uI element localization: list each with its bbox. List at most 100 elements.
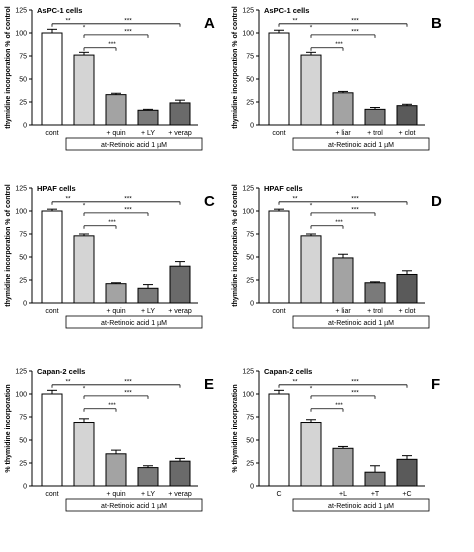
panel-title: AsPC-1 cells bbox=[37, 6, 82, 15]
x-tick-label: C bbox=[276, 491, 281, 498]
bar bbox=[105, 283, 127, 304]
sig-label: *** bbox=[108, 41, 116, 48]
x-tick-label: cont bbox=[272, 130, 285, 137]
panel-title: HPAF cells bbox=[37, 184, 76, 193]
bar bbox=[137, 109, 159, 126]
x-tick-label: + quin bbox=[106, 308, 125, 315]
x-tick-label: + LY bbox=[141, 308, 155, 315]
y-axis-label: % thymidine incorporation bbox=[5, 384, 12, 472]
y-tick-label: 75 bbox=[246, 232, 254, 239]
bar bbox=[73, 235, 95, 304]
treatment-label: at-Retinoic acid 1 µM bbox=[328, 503, 394, 510]
sig-label: ** bbox=[65, 17, 71, 24]
y-tick-label: 50 bbox=[19, 255, 27, 262]
x-tick-label: + LY bbox=[141, 130, 155, 137]
y-tick-label: 25 bbox=[19, 100, 27, 107]
panel-title: Capan-2 cells bbox=[264, 367, 312, 376]
panel-f: 0 25 50 75 100 125 % thymidine incorporation Ca… bbox=[232, 367, 440, 512]
bar bbox=[396, 105, 418, 126]
y-tick-label: 50 bbox=[19, 438, 27, 445]
bar bbox=[268, 210, 290, 304]
bar bbox=[364, 282, 386, 304]
bar bbox=[332, 92, 354, 126]
bar bbox=[169, 102, 191, 126]
y-axis-label: thymidine incorporation % of control bbox=[5, 6, 12, 129]
sig-label: *** bbox=[124, 28, 132, 35]
bar bbox=[300, 422, 322, 487]
sig-label: * bbox=[310, 385, 313, 392]
x-tick-label: + clot bbox=[399, 308, 416, 315]
panel-letter: C bbox=[204, 193, 215, 210]
x-tick-label: + trol bbox=[367, 130, 383, 137]
y-tick-label: 50 bbox=[246, 438, 254, 445]
x-tick-label: + quin bbox=[106, 491, 125, 498]
bar bbox=[396, 273, 418, 304]
panel-title: AsPC-1 cells bbox=[264, 6, 309, 15]
x-tick-label: + quin bbox=[106, 130, 125, 137]
sig-label: *** bbox=[335, 219, 343, 226]
y-tick-label: 50 bbox=[19, 77, 27, 84]
bar bbox=[41, 32, 63, 126]
y-tick-label: 25 bbox=[19, 461, 27, 468]
y-tick-label: 125 bbox=[15, 186, 27, 193]
x-tick-label: + verap bbox=[168, 491, 192, 498]
x-tick-label: cont bbox=[45, 491, 58, 498]
x-tick-label: cont bbox=[45, 308, 58, 315]
y-tick-label: 0 bbox=[250, 484, 254, 491]
treatment-box bbox=[292, 137, 430, 151]
panel-letter: A bbox=[204, 15, 215, 32]
bar bbox=[364, 108, 386, 126]
sig-label: ** bbox=[292, 378, 298, 385]
bar bbox=[300, 54, 322, 126]
y-axis-label: thymidine incorporation % of control bbox=[232, 184, 239, 307]
sig-label: *** bbox=[124, 378, 132, 385]
treatment-label: at-Retinoic acid 1 µM bbox=[101, 142, 167, 149]
y-tick-label: 75 bbox=[246, 54, 254, 61]
y-tick-label: 100 bbox=[15, 31, 27, 38]
x-tick-label: cont bbox=[272, 308, 285, 315]
y-tick-label: 100 bbox=[15, 392, 27, 399]
x-tick-label: +C bbox=[402, 491, 411, 498]
x-tick-label: + verap bbox=[168, 308, 192, 315]
y-axis-label: thymidine incorporation % of control bbox=[232, 6, 239, 129]
bar bbox=[169, 460, 191, 487]
bar bbox=[396, 458, 418, 487]
sig-label: * bbox=[310, 202, 313, 209]
bar bbox=[364, 471, 386, 487]
y-tick-label: 125 bbox=[15, 8, 27, 15]
x-tick-label: + LY bbox=[141, 491, 155, 498]
y-tick-label: 125 bbox=[242, 8, 254, 15]
y-tick-label: 50 bbox=[246, 77, 254, 84]
y-tick-label: 75 bbox=[19, 232, 27, 239]
treatment-box bbox=[65, 315, 203, 329]
sig-label: * bbox=[83, 24, 86, 31]
panel-title: HPAF cells bbox=[264, 184, 303, 193]
x-tick-label: + verap bbox=[168, 130, 192, 137]
sig-label: *** bbox=[351, 28, 359, 35]
y-tick-label: 25 bbox=[246, 461, 254, 468]
sig-label: ** bbox=[65, 378, 71, 385]
bar bbox=[41, 210, 63, 304]
y-tick-label: 0 bbox=[250, 123, 254, 130]
treatment-label: at-Retinoic acid 1 µM bbox=[101, 320, 167, 327]
sig-label: ** bbox=[292, 17, 298, 24]
y-tick-label: 100 bbox=[242, 209, 254, 216]
bar bbox=[137, 467, 159, 487]
y-tick-label: 125 bbox=[15, 369, 27, 376]
y-tick-label: 125 bbox=[242, 369, 254, 376]
x-tick-label: + liar bbox=[335, 308, 351, 315]
y-tick-label: 100 bbox=[242, 31, 254, 38]
y-tick-label: 50 bbox=[246, 255, 254, 262]
sig-label: *** bbox=[351, 378, 359, 385]
y-tick-label: 25 bbox=[246, 278, 254, 285]
treatment-box bbox=[65, 498, 203, 512]
treatment-box bbox=[65, 137, 203, 151]
bar bbox=[332, 257, 354, 304]
panel-e: 0 25 50 75 100 125 % thymidine incorporation Ca… bbox=[5, 367, 214, 512]
sig-label: *** bbox=[335, 41, 343, 48]
treatment-label: at-Retinoic acid 1 µM bbox=[101, 503, 167, 510]
y-tick-label: 25 bbox=[246, 100, 254, 107]
y-axis-label: thymidine incorporation % of control bbox=[5, 184, 12, 307]
bar bbox=[105, 453, 127, 487]
